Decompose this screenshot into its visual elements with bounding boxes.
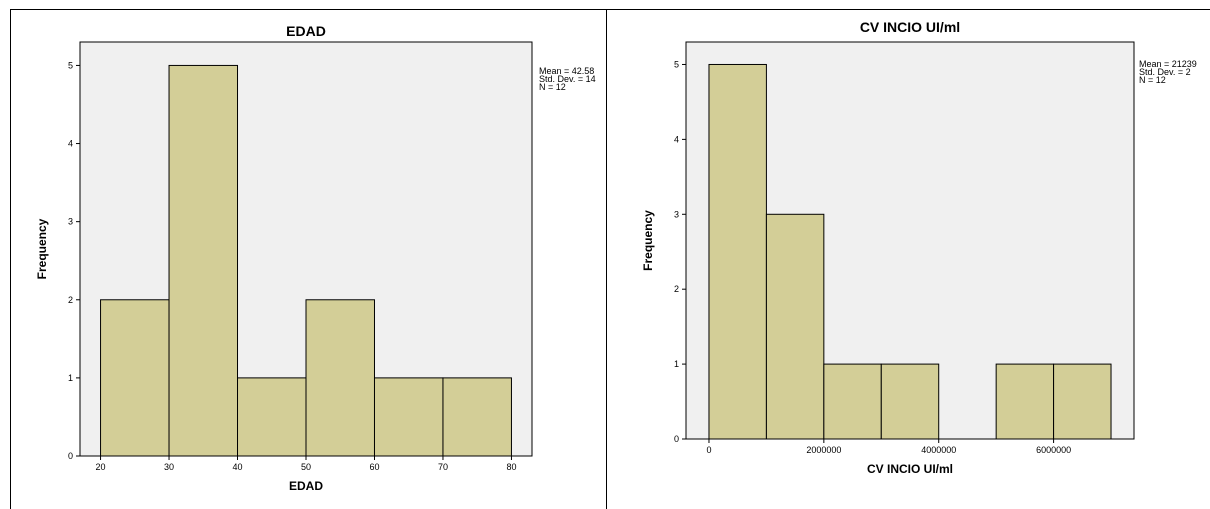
- y-tick-label: 0: [68, 451, 73, 461]
- y-axis-label: Frequency: [35, 218, 49, 279]
- stats-line: Std. Dev. = 14: [539, 74, 596, 84]
- x-tick-label: 40: [233, 462, 243, 472]
- histogram-cv-inicio-chart: 0 1 2 3 4 5 0 2000000 4000000 6000000 CV INCIO UI/…: [641, 19, 1197, 476]
- histogram-bar: [237, 377, 307, 457]
- histogram-bar: [708, 63, 767, 440]
- x-axis-label: EDAD: [289, 479, 323, 493]
- x-tick-label: 4000000: [921, 445, 956, 455]
- histogram-bar: [995, 363, 1055, 440]
- y-tick-label: 5: [674, 59, 679, 69]
- x-tick-label: 20: [96, 462, 106, 472]
- y-tick-label: 2: [68, 295, 73, 305]
- y-tick-label: 5: [68, 60, 73, 70]
- x-tick-label: 0: [706, 445, 711, 455]
- x-tick-label: 30: [164, 462, 174, 472]
- y-tick-label: 4: [68, 139, 73, 149]
- y-tick-label: 3: [674, 209, 679, 219]
- histogram-edad-chart: 0 1 2 3 4 5 20 30 40 50 60 70 80 EDAD EDAD Frequency Mea…: [35, 23, 596, 493]
- histogram-bar: [100, 299, 170, 457]
- histogram-bar: [765, 213, 825, 440]
- stats-line: N = 12: [1139, 75, 1166, 85]
- y-axis-label: Frequency: [641, 210, 655, 271]
- y-tick-label: 1: [674, 359, 679, 369]
- stats-line: Mean = 21239: [1139, 59, 1197, 69]
- histogram-bar: [168, 64, 239, 457]
- y-tick-label: 3: [68, 217, 73, 227]
- histogram-cv-inicio-panel: 0 1 2 3 4 5 0 2000000 4000000 6000000 CV INCIO UI/…: [606, 9, 1210, 509]
- chart-title: EDAD: [286, 23, 326, 39]
- x-tick-label: 80: [506, 462, 516, 472]
- histogram-bar: [823, 363, 882, 440]
- histogram-bar: [880, 363, 940, 440]
- histogram-bar: [1053, 363, 1112, 440]
- x-tick-label: 50: [301, 462, 311, 472]
- chart-title: CV INCIO UI/ml: [860, 19, 960, 35]
- x-tick-label: 70: [438, 462, 448, 472]
- stats-line: N = 12: [539, 82, 566, 92]
- histogram-bar: [305, 299, 375, 457]
- y-tick-label: 4: [674, 134, 679, 144]
- x-tick-label: 2000000: [806, 445, 841, 455]
- stats-line: Mean = 42.58: [539, 66, 594, 76]
- histogram-bar: [442, 377, 512, 457]
- y-tick-label: 1: [68, 373, 73, 383]
- histogram-edad-panel: 0 1 2 3 4 5 20 30 40 50 60 70 80 EDAD EDAD Frequency Mea…: [10, 9, 607, 509]
- x-tick-label: 60: [369, 462, 379, 472]
- histogram-bar: [373, 377, 444, 457]
- y-tick-label: 2: [674, 284, 679, 294]
- stats-line: Std. Dev. = 2: [1139, 67, 1191, 77]
- x-tick-label: 6000000: [1036, 445, 1071, 455]
- y-tick-label: 0: [674, 434, 679, 444]
- x-axis-label: CV INCIO UI/ml: [867, 462, 953, 476]
